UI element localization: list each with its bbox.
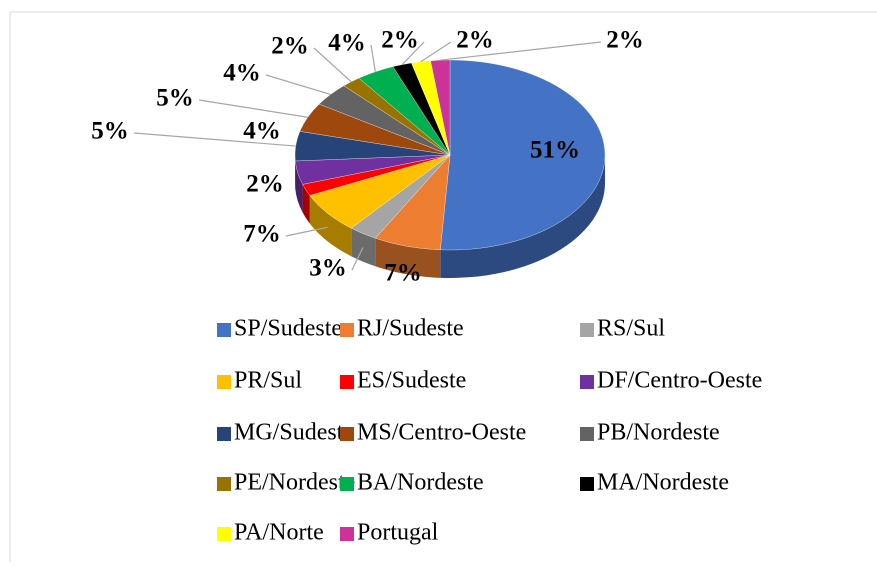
data-label: 2% xyxy=(456,27,494,54)
data-label: 4% xyxy=(243,118,281,145)
data-label: 5% xyxy=(156,85,194,112)
data-label: 3% xyxy=(309,255,347,282)
legend-swatch xyxy=(217,375,231,389)
leader-line xyxy=(266,75,331,94)
data-label: 2% xyxy=(271,33,309,60)
legend-swatch xyxy=(217,477,231,491)
legend-label: BA/Nordeste xyxy=(357,470,484,496)
legend-label: PB/Nordeste xyxy=(597,420,720,446)
legend-swatch xyxy=(340,477,354,491)
data-label: 7% xyxy=(384,260,422,287)
legend-label: Portugal xyxy=(357,520,439,546)
legend-label: DF/Centro-Oeste xyxy=(597,368,762,394)
legend-swatch xyxy=(340,375,354,389)
data-label: 2% xyxy=(246,171,284,198)
legend-label: MA/Nordeste xyxy=(597,470,729,496)
legend-label: PR/Sul xyxy=(234,368,302,394)
legend-swatch xyxy=(217,323,231,337)
data-label: 2% xyxy=(606,27,644,54)
leader-line xyxy=(199,100,308,117)
legend-label: PE/Nordeste xyxy=(234,470,355,496)
data-label: 4% xyxy=(328,30,366,57)
legend-swatch xyxy=(217,527,231,541)
leader-line xyxy=(421,42,451,62)
legend-label: RS/Sul xyxy=(597,316,665,342)
legend-swatch xyxy=(217,427,231,441)
data-label: 4% xyxy=(223,60,261,87)
legend-swatch xyxy=(340,427,354,441)
legend-swatch xyxy=(580,323,594,337)
data-label: 2% xyxy=(381,27,419,54)
legend-swatch xyxy=(580,477,594,491)
legend-label: PA/Norte xyxy=(234,520,324,546)
legend-swatch xyxy=(580,375,594,389)
legend-label: SP/Sudeste xyxy=(234,316,342,342)
data-label: 7% xyxy=(243,221,281,248)
legend-swatch xyxy=(340,323,354,337)
legend-label: ES/Sudeste xyxy=(357,368,466,394)
leader-line xyxy=(371,45,375,72)
legend-swatch xyxy=(340,527,354,541)
legend-label: MG/Sudeste xyxy=(234,420,354,446)
legend-swatch xyxy=(580,427,594,441)
legend-label: RJ/Sudeste xyxy=(357,316,464,342)
data-label: 51% xyxy=(530,137,580,164)
data-label: 5% xyxy=(91,118,129,145)
legend-label: MS/Centro-Oeste xyxy=(357,420,526,446)
